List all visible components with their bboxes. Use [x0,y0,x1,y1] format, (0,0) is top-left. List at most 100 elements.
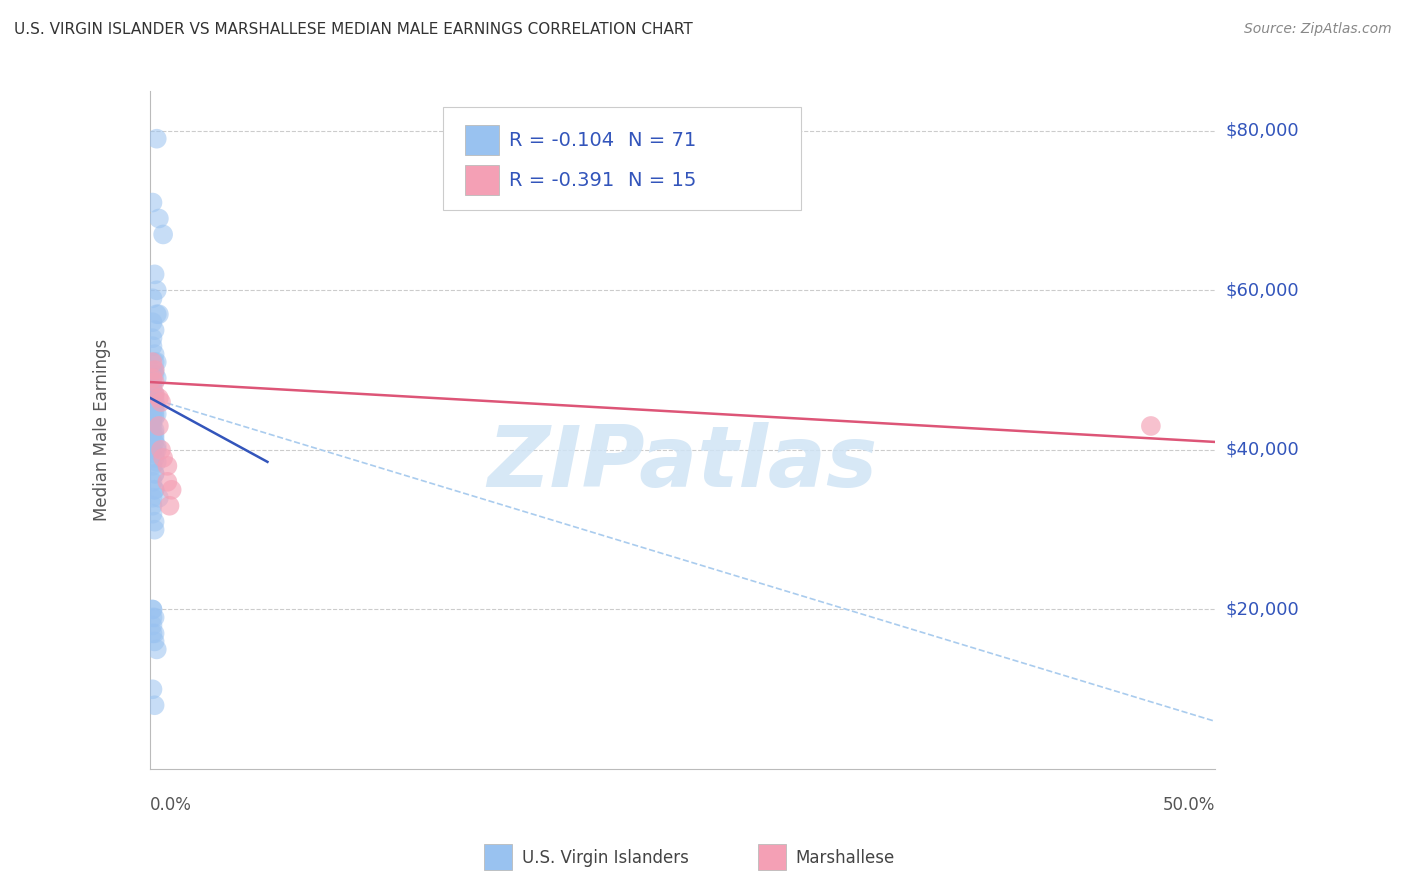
Point [148,419,170,434]
Point [143,515,166,529]
Point [148,391,170,405]
Point [141,419,163,434]
Point [141,315,163,329]
Point [141,499,163,513]
Text: Marshallese: Marshallese [796,849,896,867]
Point [143,426,166,441]
Point [143,355,166,369]
Point [156,475,179,489]
Point [141,442,163,457]
Point [141,331,163,345]
Point [145,642,167,657]
Point [160,483,183,497]
Text: Source: ZipAtlas.com: Source: ZipAtlas.com [1244,22,1392,37]
Point [143,367,166,381]
Point [143,483,166,497]
Point [143,387,166,401]
Point [143,387,166,401]
Text: U.S. VIRGIN ISLANDER VS MARSHALLESE MEDIAN MALE EARNINGS CORRELATION CHART: U.S. VIRGIN ISLANDER VS MARSHALLESE MEDI… [14,22,693,37]
Point [143,698,166,713]
Point [141,415,163,429]
Text: 50.0%: 50.0% [1163,797,1215,814]
Point [143,634,166,648]
Point [141,395,163,409]
Text: $40,000: $40,000 [1226,441,1299,458]
Point [143,323,166,337]
Point [143,403,166,417]
Point [141,426,163,441]
Point [141,371,163,385]
Text: $20,000: $20,000 [1226,600,1299,618]
Text: $80,000: $80,000 [1226,121,1299,140]
Point [143,467,166,481]
Point [145,407,167,421]
Text: U.S. Virgin Islanders: U.S. Virgin Islanders [522,849,689,867]
Point [143,347,166,361]
Point [143,483,166,497]
Point [141,403,163,417]
Point [1140,419,1163,434]
Point [145,307,167,321]
Point [141,355,163,369]
Point [143,399,166,413]
Point [143,467,166,481]
Point [143,423,166,437]
Point [141,375,163,389]
Point [141,491,163,505]
Text: R = -0.391: R = -0.391 [509,170,614,190]
Text: $60,000: $60,000 [1226,281,1299,300]
Point [145,283,167,297]
Point [150,442,173,457]
Point [143,626,166,640]
Point [145,439,167,453]
Point [141,399,163,413]
Point [143,268,166,282]
Point [143,610,166,624]
Point [143,447,166,461]
Point [152,227,174,242]
Point [141,383,163,397]
Point [143,523,166,537]
Point [141,291,163,305]
Point [141,379,163,393]
Point [141,195,163,210]
Point [143,363,166,377]
Point [145,355,167,369]
Point [143,407,166,421]
Point [141,507,163,521]
Point [145,442,167,457]
Point [143,450,166,465]
Point [148,491,170,505]
Point [141,339,163,353]
Point [141,610,163,624]
Point [152,450,174,465]
Point [143,395,166,409]
Point [145,131,167,145]
Point [143,411,166,425]
Text: R = -0.104: R = -0.104 [509,130,614,150]
Point [141,602,163,616]
Point [159,499,181,513]
Point [141,682,163,697]
Text: Median Male Earnings: Median Male Earnings [93,339,111,521]
Point [141,618,163,632]
Point [141,411,163,425]
Text: ZIPatlas: ZIPatlas [488,423,877,506]
Point [141,626,163,640]
Text: 0.0%: 0.0% [150,797,193,814]
Point [143,391,166,405]
Point [141,363,163,377]
Text: N = 71: N = 71 [628,130,697,150]
Point [141,475,163,489]
Point [143,431,166,445]
Point [143,434,166,449]
Point [150,395,173,409]
Point [141,458,163,473]
Point [148,307,170,321]
Point [141,602,163,616]
Point [145,371,167,385]
Point [143,375,166,389]
Point [143,363,166,377]
Point [145,455,167,469]
Text: N = 15: N = 15 [628,170,697,190]
